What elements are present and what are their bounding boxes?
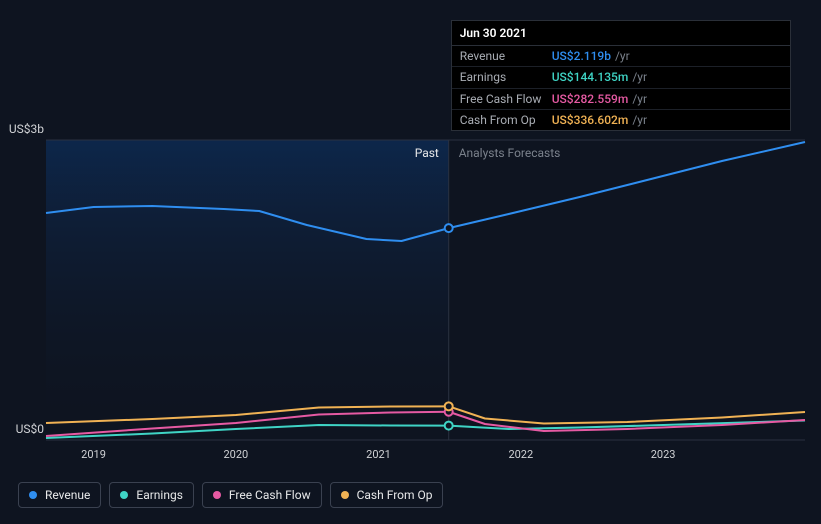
legend-dot-icon — [341, 491, 349, 499]
tooltip-unit: /yr — [632, 112, 647, 128]
marker-cfo — [445, 402, 453, 410]
legend-item-cfo[interactable]: Cash From Op — [330, 482, 444, 508]
marker-earnings — [445, 422, 453, 430]
legend: Revenue Earnings Free Cash Flow Cash From O… — [18, 482, 443, 508]
x-axis-tick: 2019 — [69, 448, 119, 461]
tooltip-value: US$282.559m — [552, 91, 629, 107]
tooltip-value: US$144.135m — [552, 69, 629, 85]
tooltip-unit: /yr — [632, 69, 647, 85]
tooltip-value: US$2.119b — [552, 48, 611, 64]
region-label-forecasts: Analysts Forecasts — [459, 146, 561, 160]
tooltip-date: Jun 30 2021 — [452, 21, 790, 46]
tooltip-key: Revenue — [460, 48, 552, 64]
legend-label: Free Cash Flow — [229, 488, 311, 502]
tooltip-key: Earnings — [460, 69, 552, 85]
legend-label: Cash From Op — [357, 488, 433, 502]
y-axis-label-bottom: US$0 — [4, 422, 44, 436]
x-axis-tick: 2021 — [354, 448, 404, 461]
x-axis-tick: 2022 — [496, 448, 546, 461]
tooltip-key: Cash From Op — [460, 112, 552, 128]
marker-revenue — [445, 224, 453, 232]
region-label-past: Past — [415, 146, 439, 160]
tooltip-row: Cash From OpUS$336.602m/yr — [452, 110, 790, 130]
tooltip-value: US$336.602m — [552, 112, 629, 128]
x-axis-tick: 2023 — [638, 448, 688, 461]
x-axis-tick: 2020 — [211, 448, 261, 461]
legend-item-earnings[interactable]: Earnings — [109, 482, 194, 508]
tooltip-row: EarningsUS$144.135m/yr — [452, 67, 790, 88]
tooltip-row: RevenueUS$2.119b/yr — [452, 46, 790, 67]
legend-label: Revenue — [45, 488, 90, 502]
legend-item-fcf[interactable]: Free Cash Flow — [202, 482, 322, 508]
y-axis-label-top: US$3b — [4, 122, 44, 136]
legend-dot-icon — [120, 491, 128, 499]
financials-chart: US$3b US$0 2019 2020 2021 2022 2023 Past Ana… — [0, 0, 821, 524]
tooltip-unit: /yr — [632, 91, 647, 107]
legend-label: Earnings — [136, 488, 183, 502]
tooltip: Jun 30 2021 RevenueUS$2.119b/yrEarningsU… — [451, 20, 791, 131]
tooltip-key: Free Cash Flow — [460, 91, 552, 107]
tooltip-row: Free Cash FlowUS$282.559m/yr — [452, 89, 790, 110]
legend-item-revenue[interactable]: Revenue — [18, 482, 101, 508]
tooltip-unit: /yr — [615, 48, 630, 64]
legend-dot-icon — [213, 491, 221, 499]
legend-dot-icon — [29, 491, 37, 499]
